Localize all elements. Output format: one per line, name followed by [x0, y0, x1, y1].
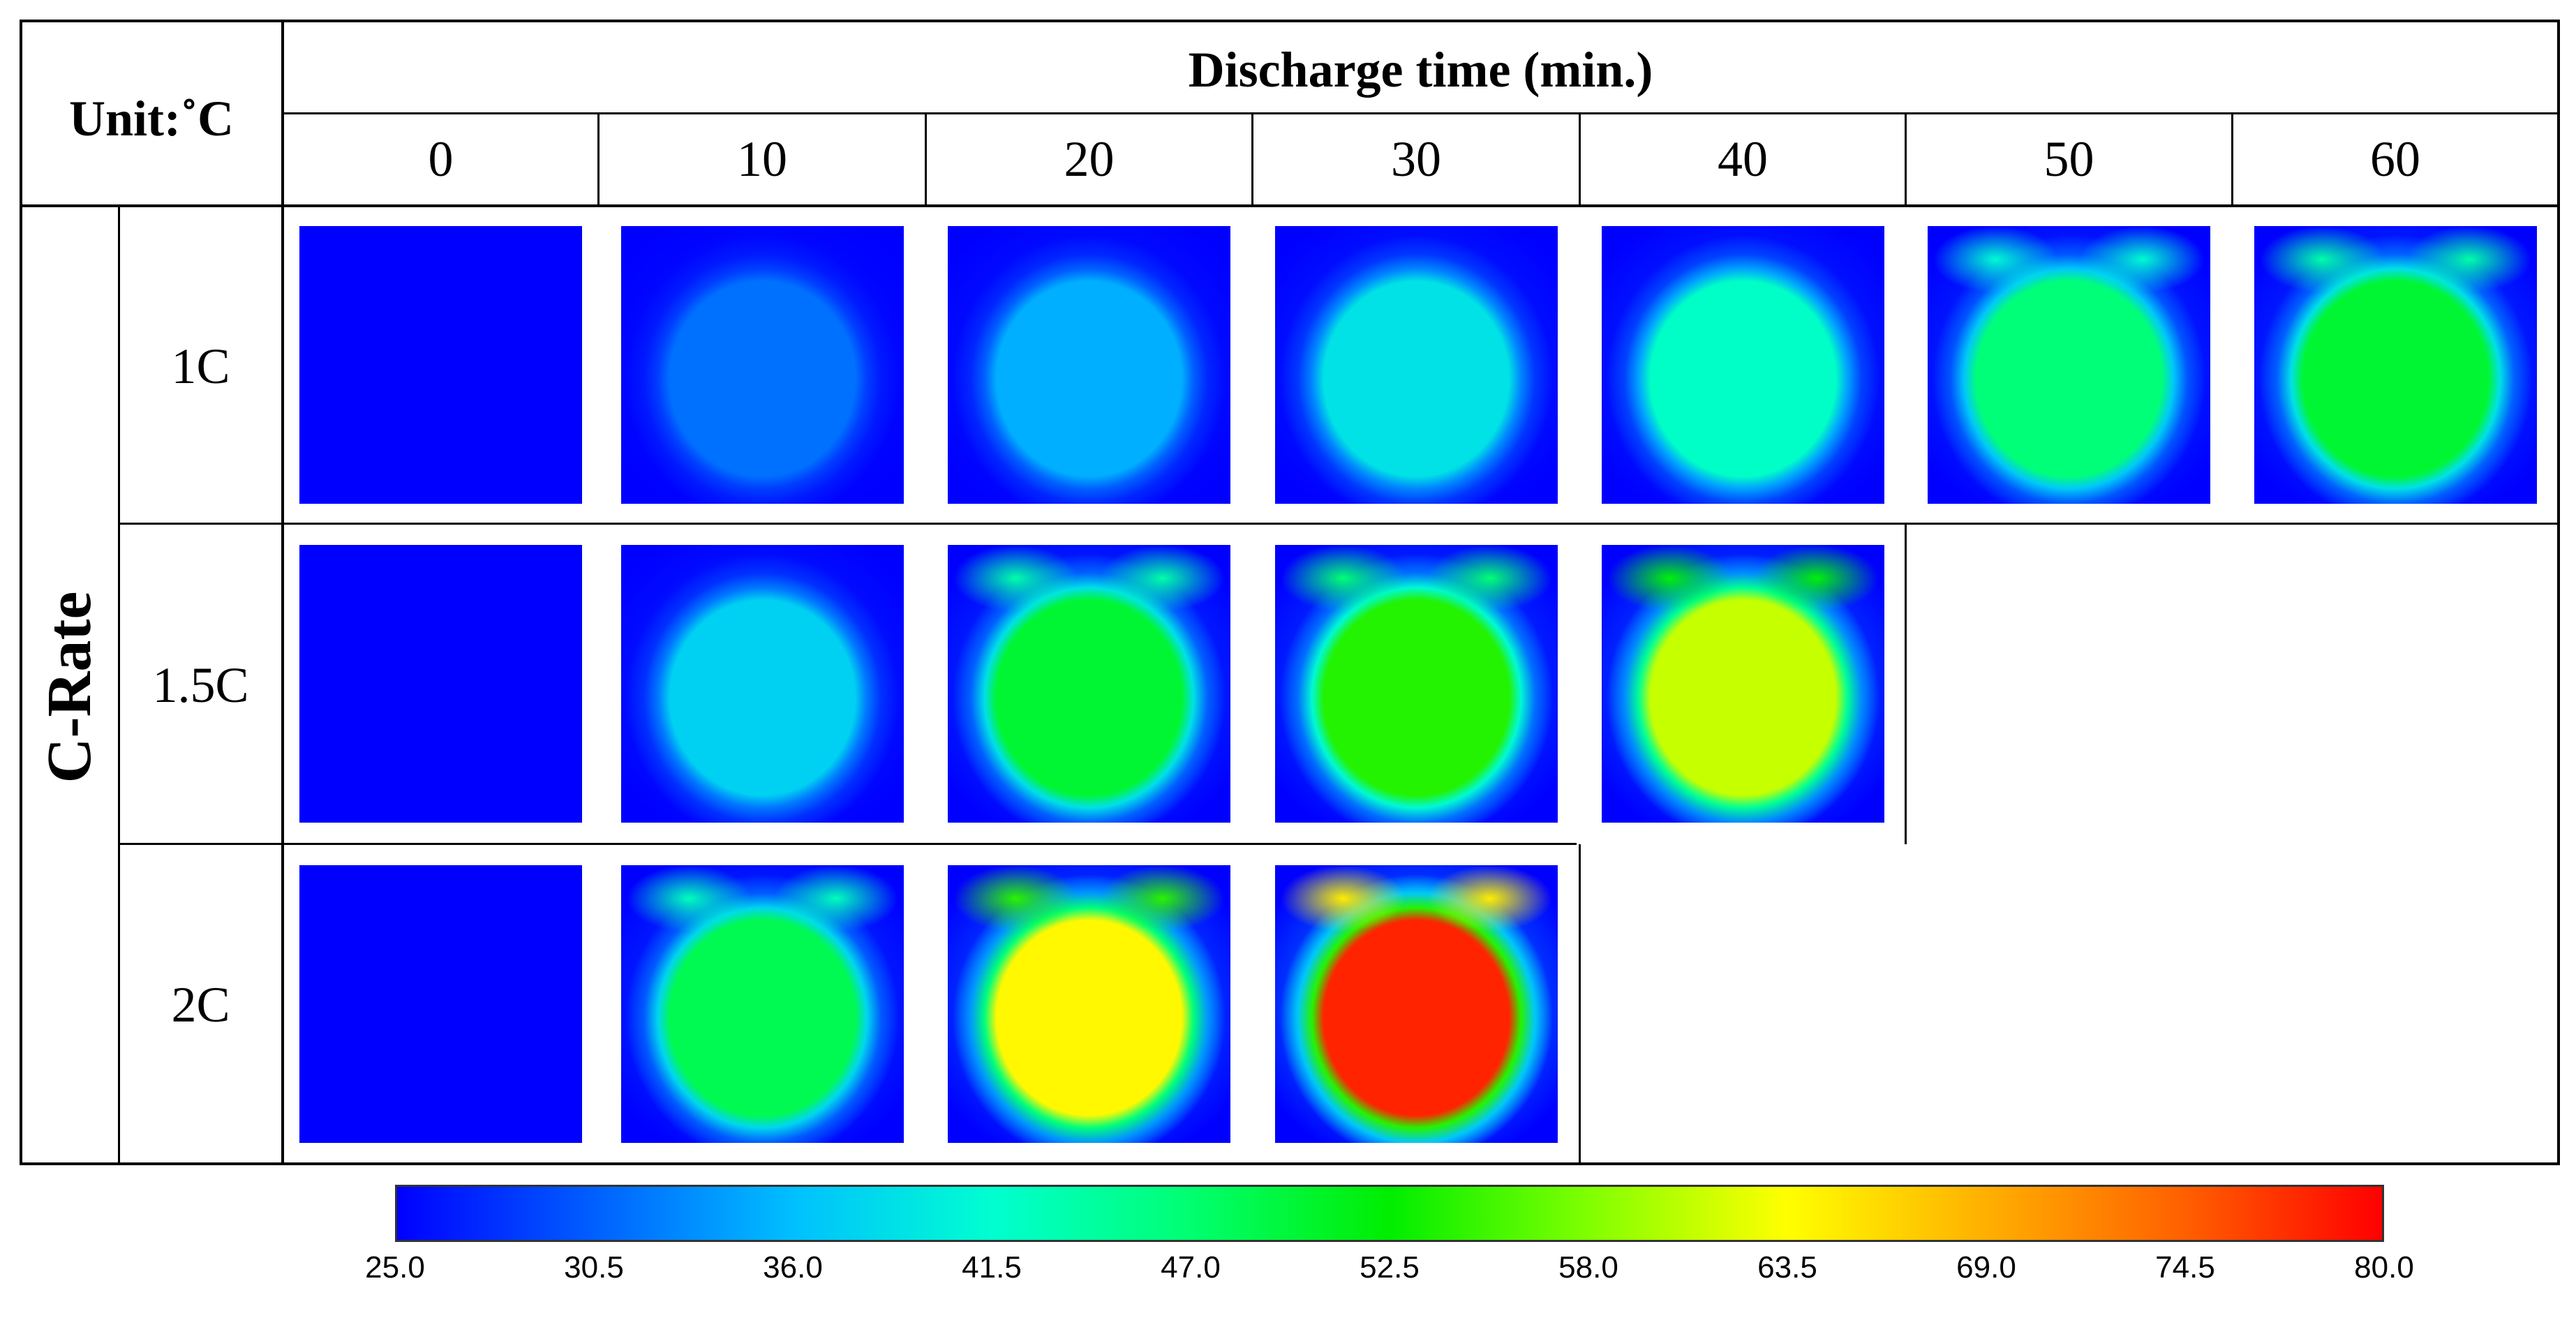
heatmap-tile — [1275, 545, 1558, 823]
heatmap-tile — [299, 545, 582, 823]
subheader-line — [281, 112, 2560, 114]
table-border-left — [20, 20, 22, 1165]
row-divider — [118, 523, 2560, 525]
time-label-0: 0 — [428, 131, 454, 187]
row-divider — [118, 843, 1577, 845]
colorbar-tick-label: 80.0 — [2354, 1250, 2414, 1285]
col-divider — [1905, 112, 1907, 206]
row2-end-divider — [1905, 524, 1907, 844]
time-label-50: 50 — [2043, 131, 2094, 187]
table-border-right — [2557, 20, 2560, 1165]
col-divider — [1579, 112, 1581, 206]
col-divider — [925, 112, 927, 206]
colorbar-tick-label: 58.0 — [1558, 1250, 1618, 1285]
heatmap-tile — [1275, 865, 1558, 1143]
colorbar-tick-label: 41.5 — [962, 1250, 1022, 1285]
colorbar — [395, 1185, 2384, 1242]
heatmap-tile — [1602, 226, 1884, 504]
heatmap-tile — [948, 226, 1230, 504]
heatmap-tile — [621, 545, 904, 823]
col-divider — [1251, 112, 1253, 206]
row-label-1-5c: 1.5C — [152, 657, 249, 713]
time-label-30: 30 — [1391, 131, 1441, 187]
heatmap-tile — [948, 865, 1230, 1143]
col-divider — [2231, 112, 2233, 206]
time-label-40: 40 — [1718, 131, 1768, 187]
colorbar-tick-label: 30.5 — [564, 1250, 624, 1285]
heatmap-tile — [621, 865, 904, 1143]
colorbar-tick-label: 25.0 — [365, 1250, 425, 1285]
heatmap-tile — [1928, 226, 2210, 504]
time-label-10: 10 — [737, 131, 787, 187]
heatmap-tile — [2254, 226, 2537, 504]
heatmap-tile — [948, 545, 1230, 823]
table-border-bottom — [20, 1162, 2560, 1165]
colorbar-tick-label: 52.5 — [1360, 1250, 1420, 1285]
heatmap-tile — [1602, 545, 1884, 823]
time-label-60: 60 — [2370, 131, 2420, 187]
col-divider — [597, 112, 600, 206]
table-border-top — [20, 20, 2560, 22]
header-separator — [20, 204, 2560, 207]
row3-end-divider — [1579, 844, 1581, 1165]
row-label-1c: 1C — [171, 338, 230, 394]
heatmap-tile — [299, 226, 582, 504]
heatmap-tile — [299, 865, 582, 1143]
colorbar-tick-label: 74.5 — [2155, 1250, 2215, 1285]
heatmap-tile — [1275, 226, 1558, 504]
discharge-time-header: Discharge time (min.) — [1188, 42, 1653, 98]
row-label-2c: 2C — [171, 977, 230, 1033]
heatmap-tile — [621, 226, 904, 504]
unit-label: Unit:˚C — [69, 91, 234, 147]
colorbar-tick-label: 47.0 — [1161, 1250, 1221, 1285]
crate-divider — [118, 204, 120, 1165]
colorbar-tick-label: 36.0 — [763, 1250, 823, 1285]
c-rate-label: C-Rate — [35, 591, 104, 784]
colorbar-tick-label: 63.5 — [1757, 1250, 1817, 1285]
row-label-divider — [281, 20, 284, 1165]
colorbar-tick-label: 69.0 — [1956, 1250, 2016, 1285]
time-label-20: 20 — [1064, 131, 1115, 187]
